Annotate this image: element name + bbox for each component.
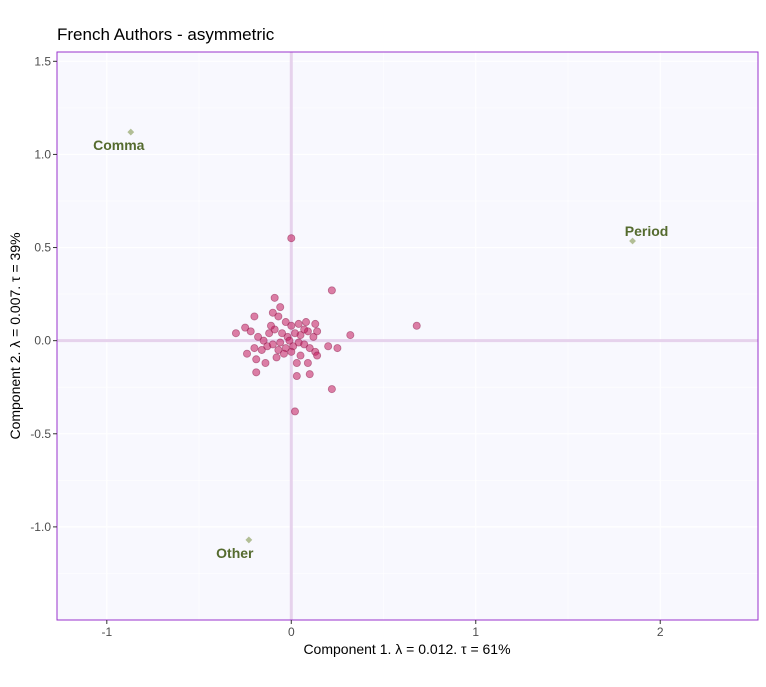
row-point (346, 331, 355, 340)
row-point (300, 325, 309, 334)
row-point (296, 331, 305, 340)
row-point (254, 332, 263, 341)
row-point (287, 234, 296, 243)
row-point (333, 344, 342, 353)
row-point (274, 312, 283, 321)
row-point (278, 329, 287, 338)
row-point (287, 347, 296, 356)
row-point (324, 342, 333, 351)
y-axis-title: Component 2. λ = 0.007. τ = 39% (7, 232, 23, 439)
column-points-layer (127, 128, 636, 544)
row-point (300, 340, 309, 349)
column-labels-layer: Comma Period Other (93, 137, 668, 561)
row-point (296, 351, 305, 360)
x-tick-label: 2 (657, 625, 664, 639)
y-tick-label: 1.5 (34, 54, 51, 68)
row-point (313, 327, 322, 336)
row-point (266, 321, 275, 330)
y-axis: -1.0 -0.5 0.0 0.5 1.0 1.5 (30, 54, 57, 534)
plot-panel (57, 52, 758, 620)
y-tick-label: -1.0 (30, 520, 51, 534)
row-point (268, 308, 277, 317)
row-point (231, 329, 240, 338)
row-point (281, 318, 290, 327)
row-point (285, 336, 294, 345)
row-point (252, 368, 261, 377)
row-point (279, 349, 288, 358)
column-label: Other (216, 545, 254, 561)
row-point (257, 345, 266, 354)
column-point (629, 237, 636, 245)
row-point (246, 327, 255, 336)
row-point (327, 385, 336, 394)
row-point (276, 338, 285, 347)
x-tick-label: -1 (101, 625, 112, 639)
row-points-layer (231, 234, 421, 416)
row-point (290, 407, 299, 416)
row-point (305, 370, 314, 379)
row-point (313, 351, 322, 360)
row-point (276, 303, 285, 312)
row-point (250, 312, 259, 321)
column-label: Period (625, 223, 669, 239)
x-tick-label: 0 (288, 625, 295, 639)
column-label: Comma (93, 137, 145, 153)
plot-panel-border (56, 51, 759, 621)
x-axis: -1 0 1 2 (101, 620, 664, 639)
row-point (252, 355, 261, 364)
row-point (309, 332, 318, 341)
row-point (311, 319, 320, 328)
chart-title: French Authors - asymmetric (57, 25, 275, 44)
row-point (303, 359, 312, 368)
row-point (287, 321, 296, 330)
row-point (250, 344, 259, 353)
row-point (302, 318, 311, 327)
row-point (294, 319, 303, 328)
row-point (265, 329, 274, 338)
row-point (261, 359, 270, 368)
x-tick-label: 1 (472, 625, 479, 639)
row-point (412, 321, 421, 330)
x-axis-title: Component 1. λ = 0.012. τ = 61% (303, 641, 510, 657)
row-point (270, 293, 279, 302)
y-tick-label: 0.0 (34, 334, 51, 348)
row-point (259, 336, 268, 345)
row-point (292, 359, 301, 368)
row-point (292, 372, 301, 381)
row-point (274, 345, 283, 354)
column-point (245, 536, 253, 544)
row-point (241, 323, 250, 332)
row-point (327, 286, 336, 295)
row-point (272, 353, 281, 362)
column-point (127, 128, 135, 136)
y-tick-label: -0.5 (30, 427, 51, 441)
grid-minor (57, 52, 758, 620)
row-point (268, 340, 277, 349)
y-tick-label: 1.0 (34, 147, 51, 161)
y-tick-label: 0.5 (34, 241, 51, 255)
row-point (305, 344, 314, 353)
row-point (243, 349, 252, 358)
